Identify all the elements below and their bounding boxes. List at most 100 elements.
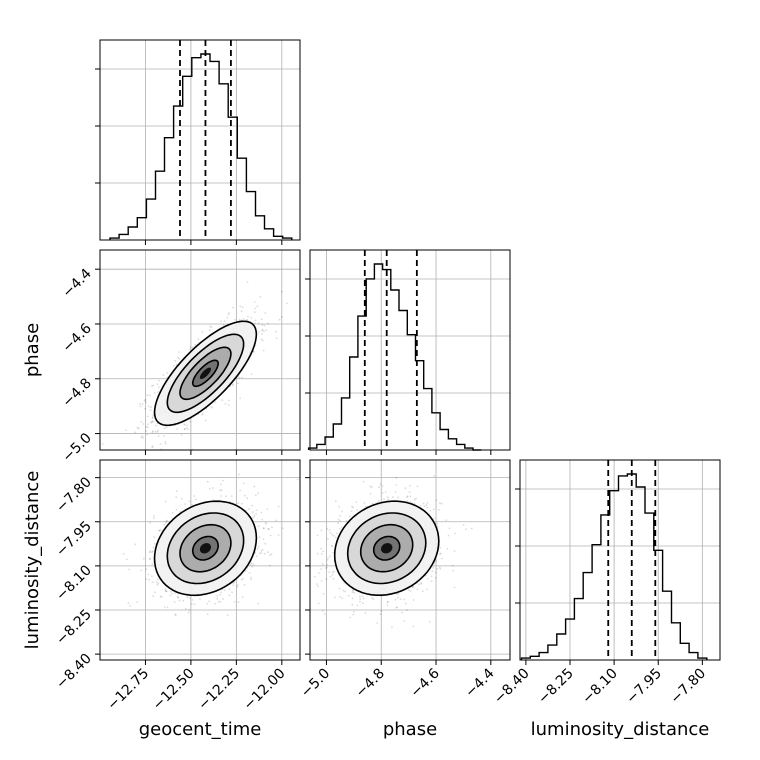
sample-point	[237, 584, 239, 587]
sample-point	[396, 596, 399, 599]
sample-point	[438, 566, 441, 569]
sample-point	[325, 578, 328, 580]
hist-bin	[192, 58, 201, 240]
sample-point	[266, 508, 269, 510]
sample-point	[351, 597, 354, 600]
sample-point	[252, 511, 254, 513]
sample-point	[381, 492, 384, 494]
sample-point	[166, 606, 169, 609]
sample-point	[337, 522, 339, 524]
sample-point	[190, 603, 193, 605]
sample-point	[250, 373, 253, 376]
sample-point	[416, 588, 419, 591]
sample-point	[316, 534, 319, 537]
sample-point	[395, 476, 398, 479]
sample-point	[334, 536, 337, 539]
sample-point	[152, 517, 155, 520]
sample-point	[173, 601, 176, 603]
sample-point	[269, 564, 271, 567]
sample-point	[403, 620, 406, 622]
sample-point	[237, 601, 240, 604]
sample-point	[355, 501, 358, 503]
sample-point	[197, 338, 200, 340]
sample-point	[165, 520, 168, 523]
sample-point	[334, 596, 336, 599]
sample-point	[160, 595, 163, 598]
y-tick-label: −4.6	[59, 320, 94, 355]
hist-bin	[645, 513, 654, 660]
sample-point	[348, 595, 350, 597]
sample-point	[220, 495, 223, 497]
sample-point	[148, 578, 151, 581]
sample-point	[169, 594, 172, 597]
sample-point	[407, 588, 410, 591]
sample-point	[220, 320, 222, 323]
sample-point	[232, 582, 235, 585]
sample-point	[440, 502, 443, 505]
sample-point	[151, 563, 154, 565]
sample-point	[320, 529, 323, 532]
sample-point	[243, 584, 246, 586]
contour-line	[153, 500, 258, 597]
sample-point	[339, 528, 341, 530]
hist-bin	[610, 491, 619, 660]
sample-point	[320, 580, 323, 582]
sample-point	[173, 592, 176, 595]
sample-point	[152, 414, 154, 417]
sample-point	[228, 594, 231, 597]
sample-point	[183, 423, 186, 426]
sample-point	[321, 563, 324, 566]
sample-point	[165, 426, 168, 429]
sample-point	[351, 505, 353, 508]
sample-point	[361, 595, 364, 598]
scatter-layer	[310, 475, 473, 629]
sample-point	[435, 499, 438, 502]
sample-point	[264, 312, 267, 314]
y-tick-label: −8.40	[53, 651, 95, 693]
sample-point	[220, 591, 223, 594]
sample-point	[261, 333, 263, 335]
sample-point	[151, 431, 154, 434]
hist-bin	[146, 199, 155, 240]
sample-point	[351, 589, 354, 591]
sample-point	[439, 546, 442, 549]
sample-point	[409, 590, 412, 592]
x-tick-label: −8.10	[579, 666, 621, 708]
sample-point	[356, 604, 359, 607]
sample-point	[226, 316, 229, 319]
sample-point	[252, 516, 254, 519]
hist-bin	[119, 234, 128, 240]
sample-point	[251, 565, 254, 568]
sample-point	[254, 307, 257, 310]
sample-point	[420, 583, 423, 585]
hist-bin	[350, 357, 358, 450]
sample-point	[144, 398, 147, 401]
sample-point	[379, 613, 382, 616]
sample-point	[166, 519, 168, 522]
sample-point	[350, 510, 353, 512]
sample-point	[151, 421, 153, 424]
panel-frame	[99, 39, 301, 241]
sample-point	[148, 551, 151, 554]
sample-point	[240, 578, 243, 581]
sample-point	[151, 575, 153, 577]
density-core	[199, 367, 212, 379]
sample-point	[227, 313, 230, 316]
sample-point	[177, 595, 179, 598]
sample-point	[328, 529, 331, 531]
sample-point	[189, 421, 191, 423]
sample-point	[409, 495, 412, 498]
sample-point	[408, 491, 411, 493]
sample-point	[257, 322, 260, 325]
sample-point	[153, 515, 156, 517]
sample-point	[432, 508, 435, 511]
sample-point	[258, 545, 260, 548]
hist-panel-luminosity_distance	[515, 459, 721, 665]
hist-bin	[440, 430, 448, 450]
sample-point	[156, 583, 159, 586]
sample-point	[343, 582, 346, 584]
sample-point	[439, 567, 442, 570]
hist-bin	[325, 437, 333, 450]
x-tick-label: −7.80	[668, 666, 710, 708]
